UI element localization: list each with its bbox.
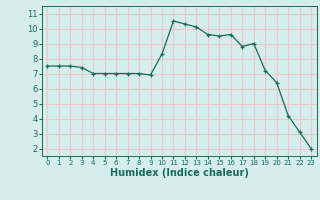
X-axis label: Humidex (Indice chaleur): Humidex (Indice chaleur) xyxy=(110,168,249,178)
